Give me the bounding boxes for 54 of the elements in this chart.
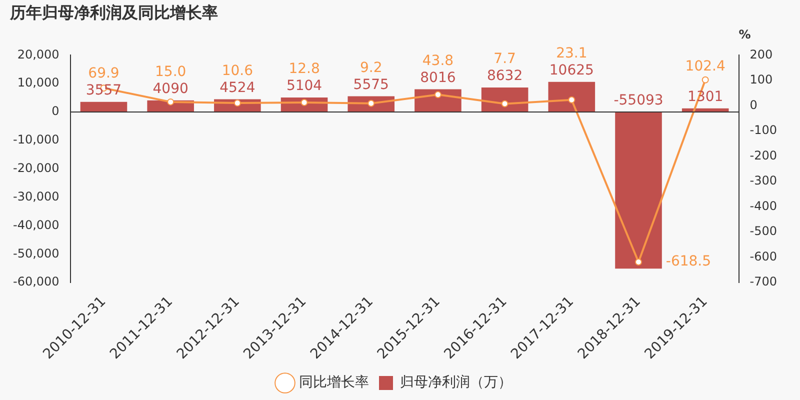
point xyxy=(635,258,642,266)
data-label: 3557 xyxy=(86,82,122,99)
y2-tick-label: -500 xyxy=(750,224,777,238)
y2-tick-label: -200 xyxy=(750,148,777,162)
data-label: 5575 xyxy=(353,76,389,93)
y2-tick-label: 0 xyxy=(750,98,758,112)
y2-tick-label: 200 xyxy=(750,47,773,62)
data-label: 4090 xyxy=(152,81,188,98)
data-label: 12.8 xyxy=(288,61,320,78)
data-label: -55093 xyxy=(614,92,664,109)
data-label: 9.2 xyxy=(360,60,382,76)
y-tick-label: 0 xyxy=(52,104,60,118)
data-label: 43.8 xyxy=(422,52,454,69)
y-tick-label: 20,000 xyxy=(17,47,60,62)
bar xyxy=(615,112,662,269)
data-label: 23.1 xyxy=(556,45,588,62)
legend-label: 归母净利润（万） xyxy=(400,374,512,391)
y-tick-label: -60,000 xyxy=(12,274,60,289)
data-label: 10.6 xyxy=(222,62,254,79)
y-tick-label: -10,000 xyxy=(12,132,60,147)
data-label: 15.0 xyxy=(155,64,186,80)
y-tick-label: -50,000 xyxy=(12,246,60,260)
y-tick-label: -20,000 xyxy=(12,161,60,176)
y2-tick-label: -600 xyxy=(750,249,777,264)
point xyxy=(368,100,375,107)
point xyxy=(300,98,308,106)
point xyxy=(234,100,241,107)
data-label: 69.9 xyxy=(88,66,120,82)
data-label: 7.7 xyxy=(494,51,516,68)
data-label: 8016 xyxy=(420,70,456,86)
point xyxy=(702,76,709,84)
y2-tick-label: -300 xyxy=(750,174,777,188)
legend-label: 同比增长率 xyxy=(299,374,369,391)
data-label: 10625 xyxy=(549,62,594,78)
point xyxy=(434,91,442,98)
y-tick-label: -30,000 xyxy=(12,189,60,204)
data-label: -618.5 xyxy=(666,254,712,270)
data-label: 8632 xyxy=(486,68,523,84)
point xyxy=(167,98,174,106)
bar xyxy=(548,82,596,112)
y2-tick-label: -100 xyxy=(750,123,777,138)
data-label: 4524 xyxy=(220,80,256,96)
y2-tick-label: -700 xyxy=(750,274,777,289)
y2-axis-title: % xyxy=(738,27,751,42)
y2-tick-label: 100 xyxy=(750,72,773,87)
y-tick-label: 10,000 xyxy=(17,76,60,90)
y2-tick-label: -400 xyxy=(750,198,777,213)
data-label: 102.4 xyxy=(685,58,726,74)
chart-title: 历年归母净利润及同比增长率 xyxy=(9,2,218,22)
point xyxy=(501,100,508,108)
y-tick-label: -40,000 xyxy=(12,218,60,232)
point xyxy=(568,96,576,104)
data-label: 5104 xyxy=(286,78,322,94)
bar xyxy=(80,102,128,112)
